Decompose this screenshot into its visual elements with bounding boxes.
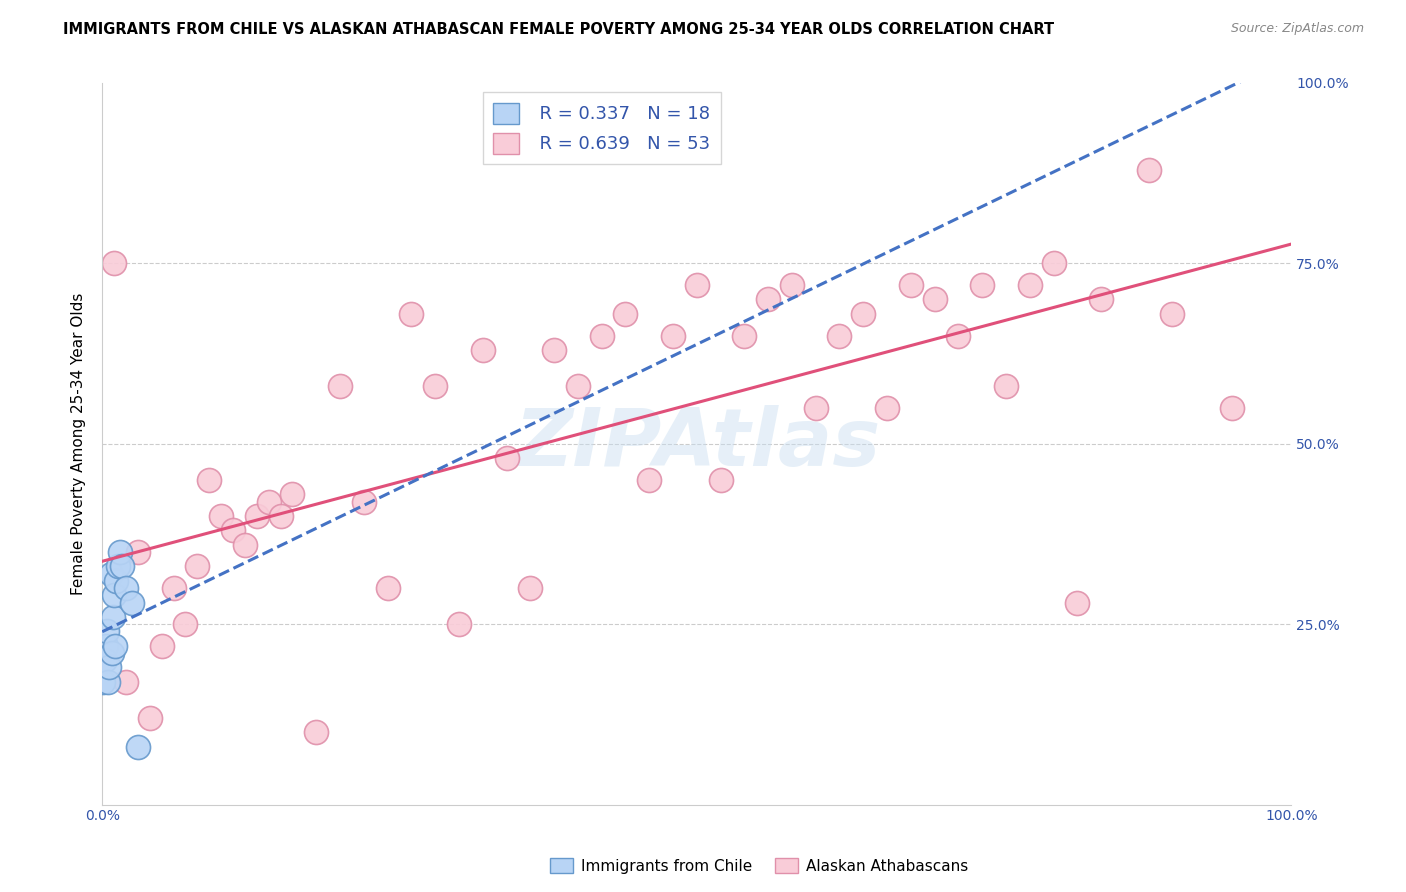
Point bbox=[233, 538, 256, 552]
Point bbox=[150, 639, 173, 653]
Point bbox=[1090, 293, 1112, 307]
Legend:   R = 0.337   N = 18,   R = 0.639   N = 53: R = 0.337 N = 18, R = 0.639 N = 53 bbox=[482, 92, 721, 164]
Point bbox=[305, 725, 328, 739]
Text: ZIPAtlas: ZIPAtlas bbox=[513, 405, 880, 483]
Point bbox=[198, 473, 221, 487]
Point bbox=[100, 566, 122, 581]
Point bbox=[1018, 278, 1040, 293]
Point bbox=[1161, 307, 1184, 321]
Point bbox=[222, 524, 245, 538]
Point bbox=[127, 545, 149, 559]
Point bbox=[115, 674, 138, 689]
Point bbox=[105, 574, 128, 588]
Point bbox=[401, 307, 423, 321]
Legend: Immigrants from Chile, Alaskan Athabascans: Immigrants from Chile, Alaskan Athabasca… bbox=[544, 852, 974, 880]
Point bbox=[270, 508, 292, 523]
Y-axis label: Female Poverty Among 25-34 Year Olds: Female Poverty Among 25-34 Year Olds bbox=[72, 293, 86, 595]
Point bbox=[257, 494, 280, 508]
Point bbox=[103, 256, 125, 270]
Text: IMMIGRANTS FROM CHILE VS ALASKAN ATHABASCAN FEMALE POVERTY AMONG 25-34 YEAR OLDS: IMMIGRANTS FROM CHILE VS ALASKAN ATHABAS… bbox=[63, 22, 1054, 37]
Point bbox=[780, 278, 803, 293]
Point bbox=[107, 559, 129, 574]
Point bbox=[543, 343, 565, 357]
Point bbox=[246, 508, 269, 523]
Point bbox=[948, 328, 970, 343]
Point bbox=[852, 307, 875, 321]
Point bbox=[115, 581, 138, 595]
Point bbox=[174, 617, 197, 632]
Text: Source: ZipAtlas.com: Source: ZipAtlas.com bbox=[1230, 22, 1364, 36]
Point bbox=[100, 646, 122, 660]
Point bbox=[686, 278, 709, 293]
Point bbox=[101, 610, 124, 624]
Point bbox=[471, 343, 494, 357]
Point bbox=[329, 379, 352, 393]
Point bbox=[900, 278, 922, 293]
Point bbox=[281, 487, 304, 501]
Point bbox=[1137, 162, 1160, 177]
Point bbox=[98, 660, 121, 674]
Point bbox=[828, 328, 851, 343]
Point bbox=[108, 545, 131, 559]
Point bbox=[93, 674, 115, 689]
Point bbox=[162, 581, 184, 595]
Point bbox=[447, 617, 470, 632]
Point bbox=[495, 451, 517, 466]
Point bbox=[1220, 401, 1243, 415]
Point bbox=[139, 711, 162, 725]
Point bbox=[425, 379, 447, 393]
Point bbox=[733, 328, 755, 343]
Point bbox=[972, 278, 994, 293]
Point bbox=[97, 674, 120, 689]
Point bbox=[591, 328, 613, 343]
Point bbox=[111, 559, 134, 574]
Point bbox=[186, 559, 208, 574]
Point bbox=[638, 473, 661, 487]
Point bbox=[709, 473, 731, 487]
Point bbox=[876, 401, 898, 415]
Point bbox=[614, 307, 637, 321]
Point bbox=[377, 581, 399, 595]
Point bbox=[994, 379, 1017, 393]
Point bbox=[662, 328, 685, 343]
Point bbox=[756, 293, 779, 307]
Point bbox=[93, 653, 115, 667]
Point bbox=[127, 739, 149, 754]
Point bbox=[924, 293, 946, 307]
Point bbox=[209, 508, 232, 523]
Point bbox=[1066, 596, 1088, 610]
Point bbox=[519, 581, 541, 595]
Point bbox=[103, 588, 125, 602]
Point bbox=[96, 624, 118, 639]
Point bbox=[94, 639, 117, 653]
Point bbox=[1042, 256, 1064, 270]
Point bbox=[353, 494, 375, 508]
Point bbox=[567, 379, 589, 393]
Point bbox=[104, 639, 127, 653]
Point bbox=[121, 596, 143, 610]
Point bbox=[804, 401, 827, 415]
